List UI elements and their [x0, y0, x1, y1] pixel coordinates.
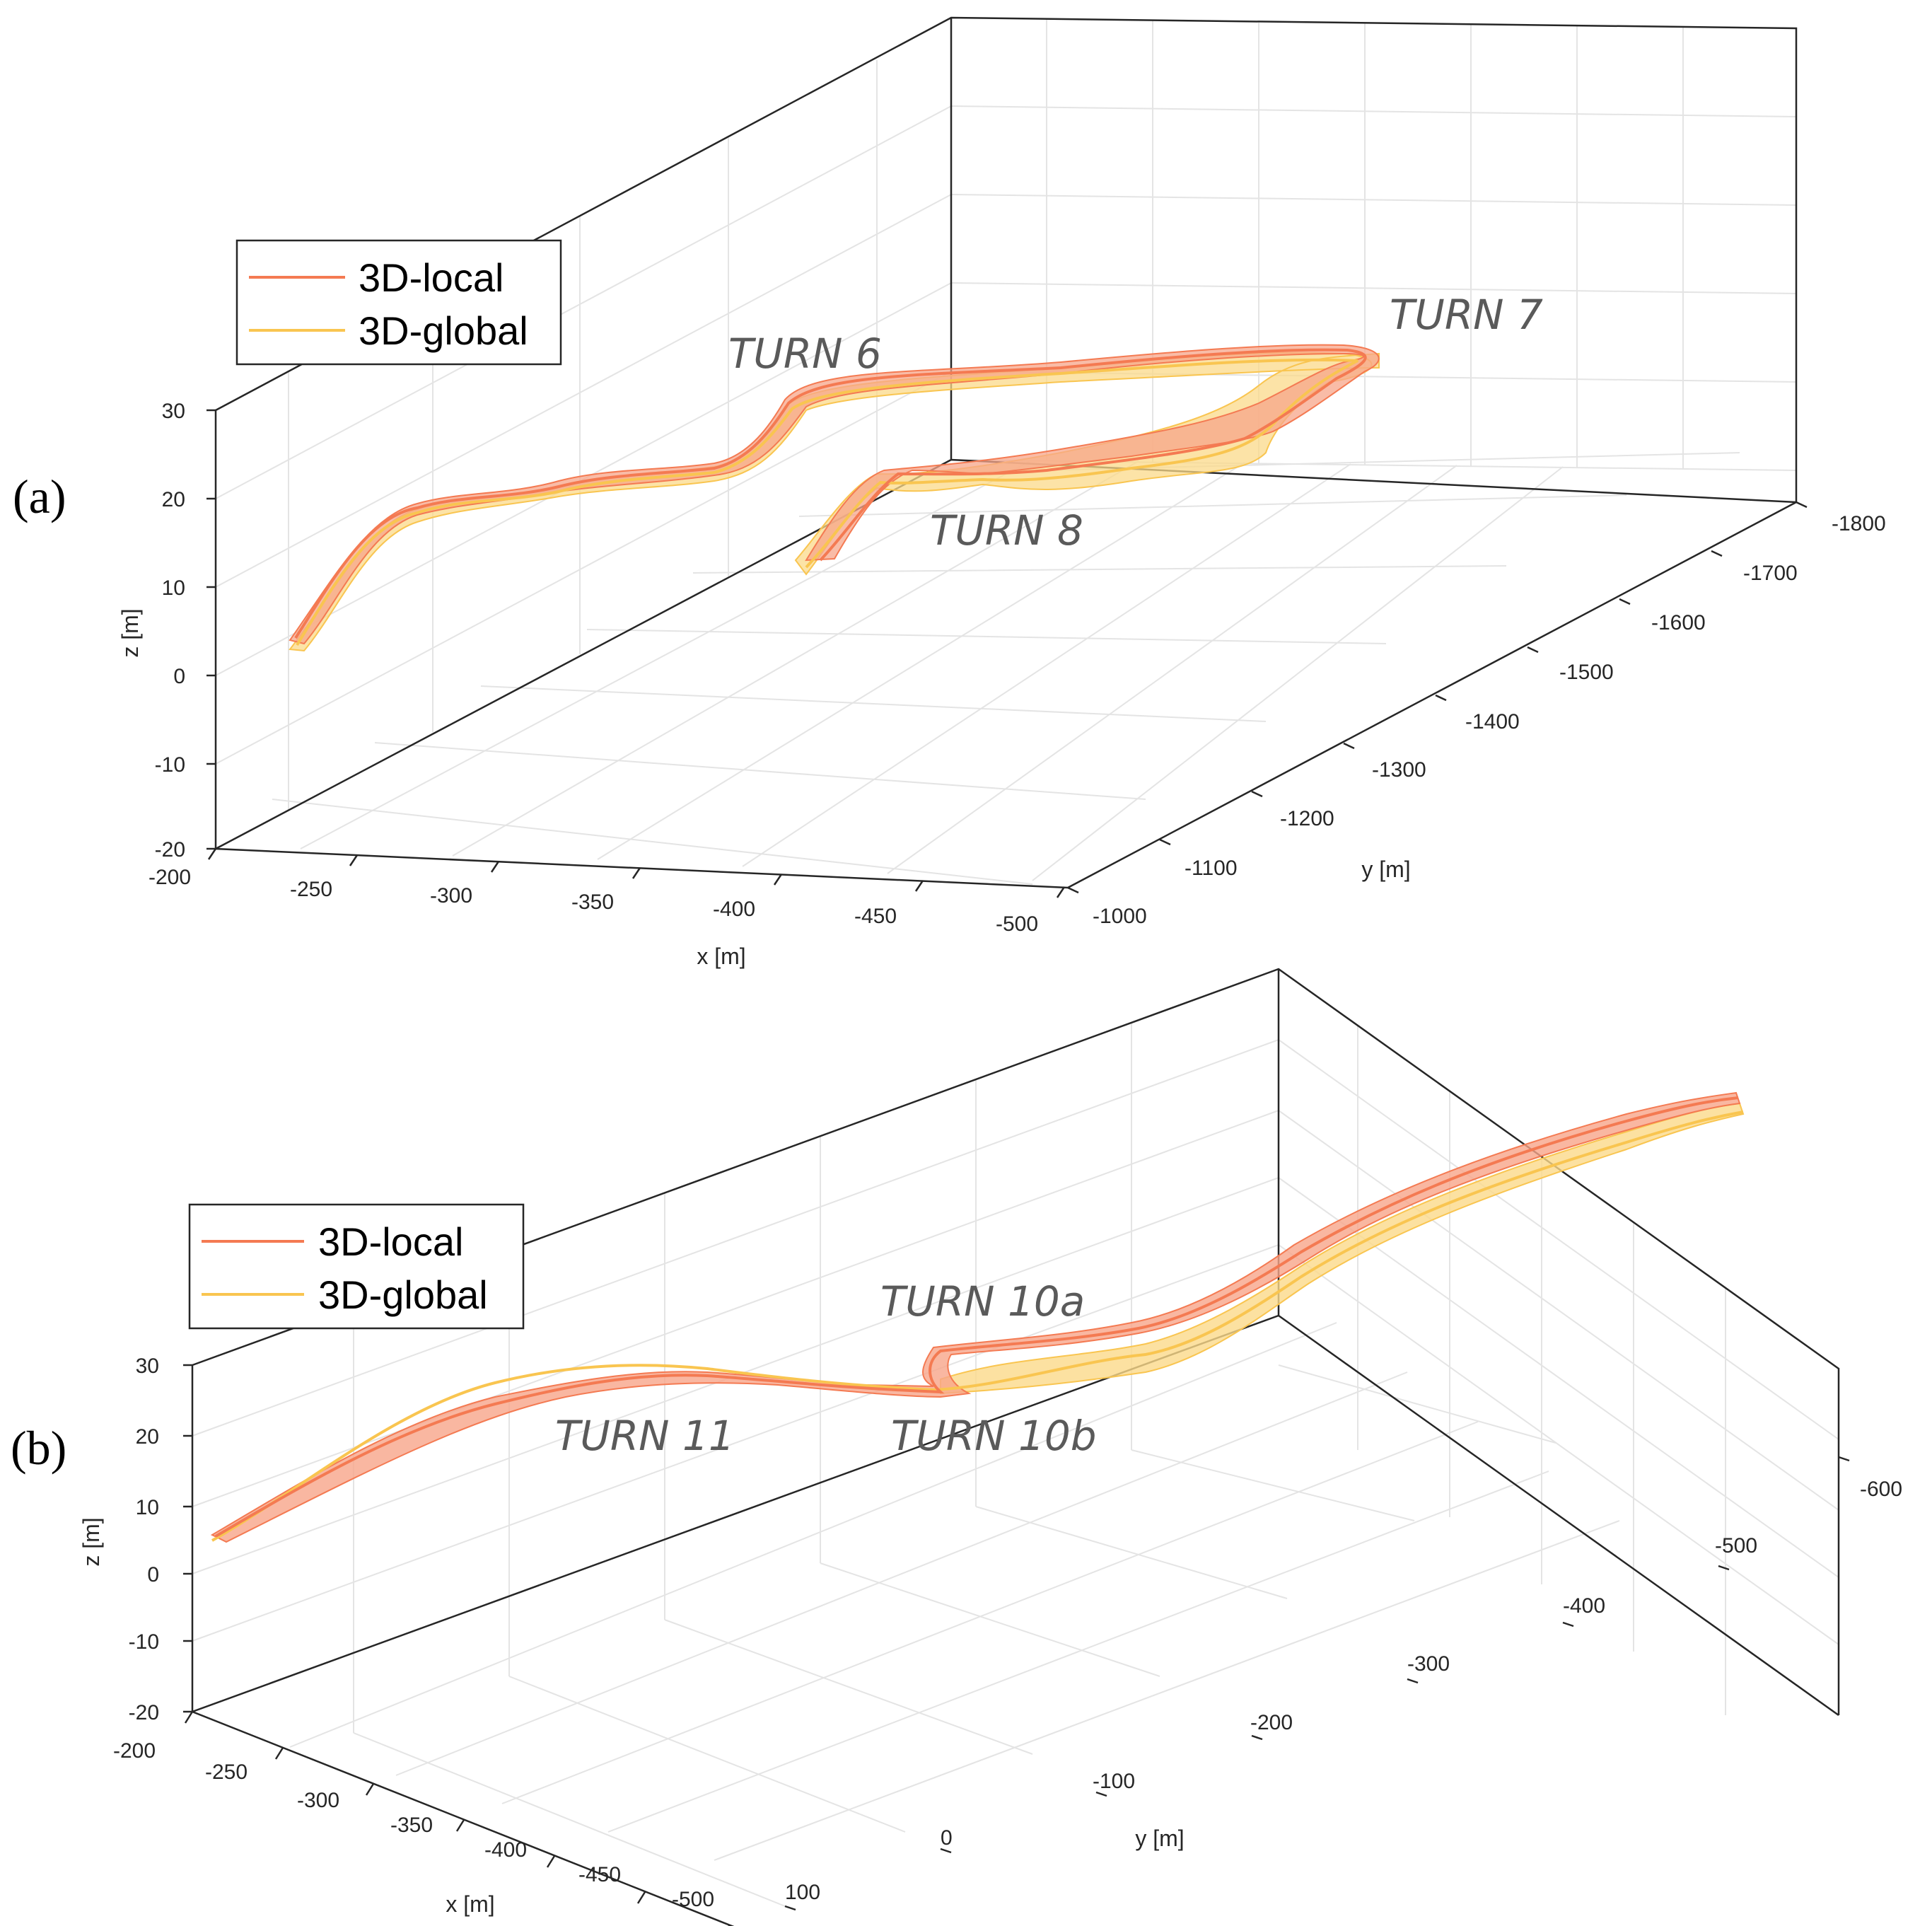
y-axis-label: y [m]	[1361, 857, 1410, 882]
z-axis-label: z [m]	[117, 608, 143, 657]
x-tick: -200	[113, 1739, 156, 1763]
y-tick: -1500	[1559, 661, 1614, 684]
annotation-turn-7: TURN 7	[1390, 291, 1543, 339]
x-tick: -300	[297, 1789, 339, 1812]
legend-label-3D-local: 3D-local	[318, 1219, 463, 1264]
x-tick: -300	[430, 884, 472, 907]
panel-a: (a) 30 20 10 0 -10 -20 z [m]	[13, 16, 1886, 969]
trajectories-a	[289, 344, 1380, 652]
y-tick: -1300	[1372, 758, 1426, 782]
series-band-3D-global	[940, 1102, 1745, 1395]
x-tick: -400	[713, 898, 755, 921]
panel-label-b: (b)	[11, 1421, 66, 1475]
z-tick: -20	[155, 838, 185, 862]
y-tick: -600	[1860, 1478, 1902, 1501]
annotation-turn-8: TURN 8	[930, 506, 1083, 555]
y-tick: -500	[1715, 1534, 1757, 1557]
y-tick: -300	[1407, 1652, 1450, 1676]
series-line-3D-global	[211, 1110, 1744, 1542]
y-tick: -100	[1093, 1770, 1135, 1793]
axes-box-a	[214, 16, 1798, 889]
z-axis-b: 30 20 10 0 -10 -20 z [m]	[78, 1354, 192, 1724]
x-tick: -350	[571, 891, 614, 914]
y-tick: -1800	[1832, 512, 1886, 535]
legend-a: 3D-local 3D-global	[235, 239, 562, 366]
grid-a	[215, 17, 1797, 885]
z-tick: -20	[129, 1701, 159, 1724]
z-tick: 0	[147, 1563, 159, 1586]
legend-label-3D-global: 3D-global	[359, 308, 528, 353]
y-tick: -1700	[1743, 562, 1798, 585]
z-tick: 20	[162, 488, 185, 511]
x-tick: -450	[854, 905, 897, 928]
x-tick: -250	[205, 1760, 248, 1784]
x-tick: -350	[390, 1814, 433, 1837]
x-tick: -250	[290, 878, 332, 901]
annotation-turn-10a: TURN 10a	[880, 1277, 1085, 1325]
legend-b: 3D-local 3D-global	[188, 1203, 525, 1330]
panel-label-a: (a)	[13, 470, 66, 523]
y-axis-label: y [m]	[1135, 1826, 1184, 1851]
y-tick: -1400	[1465, 710, 1520, 733]
series-band-3D-local	[289, 344, 1380, 645]
x-tick: -450	[578, 1863, 621, 1886]
series-line-3D-local	[214, 1096, 1739, 1538]
x-tick: -500	[672, 1888, 714, 1911]
z-tick: 30	[136, 1354, 159, 1378]
y-tick: -1100	[1185, 857, 1238, 880]
legend-box	[235, 239, 562, 366]
y-axis-b: 100 0 -100 -200 -300 -400 -500 -600 y [m…	[784, 1456, 1902, 1911]
z-tick: -10	[155, 753, 185, 777]
y-tick: -1600	[1651, 611, 1706, 634]
z-tick: 10	[162, 576, 185, 600]
annotation-turn-11: TURN 11	[555, 1412, 735, 1460]
y-tick: -400	[1563, 1594, 1605, 1618]
y-tick: 0	[941, 1826, 953, 1850]
series-line-3D-global	[296, 358, 1358, 646]
x-tick: -500	[996, 912, 1038, 936]
y-tick: 100	[785, 1881, 820, 1904]
z-tick: -10	[129, 1630, 159, 1654]
x-axis-a: -200 -250 -300 -350 -400 -450 -500 x [m]	[149, 848, 1066, 969]
z-tick: 20	[136, 1425, 159, 1449]
z-tick: 0	[173, 665, 185, 688]
y-axis-a: -1000 -1100 -1200 -1300 -1400 -1500 -160…	[1067, 501, 1886, 928]
x-tick: -400	[484, 1838, 527, 1862]
z-tick: 30	[162, 400, 185, 423]
annotation-turn-6: TURN 6	[728, 330, 882, 378]
series-line-3D-local	[294, 348, 1367, 639]
z-axis-label: z [m]	[78, 1517, 104, 1566]
annotation-turn-10b: TURN 10b	[891, 1412, 1097, 1460]
z-tick: 10	[136, 1496, 159, 1519]
y-tick: -1000	[1093, 905, 1147, 928]
x-axis-b: -200 -250 -300 -350 -400 -450 -500 x [m]	[113, 1711, 734, 1926]
x-axis-label: x [m]	[446, 1891, 494, 1917]
legend-box	[188, 1203, 525, 1330]
legend-label-3D-global: 3D-global	[318, 1272, 488, 1317]
z-axis-a: 30 20 10 0 -10 -20 z [m]	[117, 400, 216, 862]
x-axis-label: x [m]	[697, 944, 745, 969]
legend-label-3D-local: 3D-local	[359, 255, 504, 300]
panel-b: (b) 30 20 10 0 -10 -20 z [m]	[11, 968, 1902, 1926]
grid-b	[192, 968, 1839, 1907]
x-tick: -200	[149, 866, 191, 889]
y-tick: -1200	[1280, 807, 1334, 830]
y-tick: -200	[1250, 1711, 1293, 1734]
trajectories-b	[210, 1091, 1745, 1543]
